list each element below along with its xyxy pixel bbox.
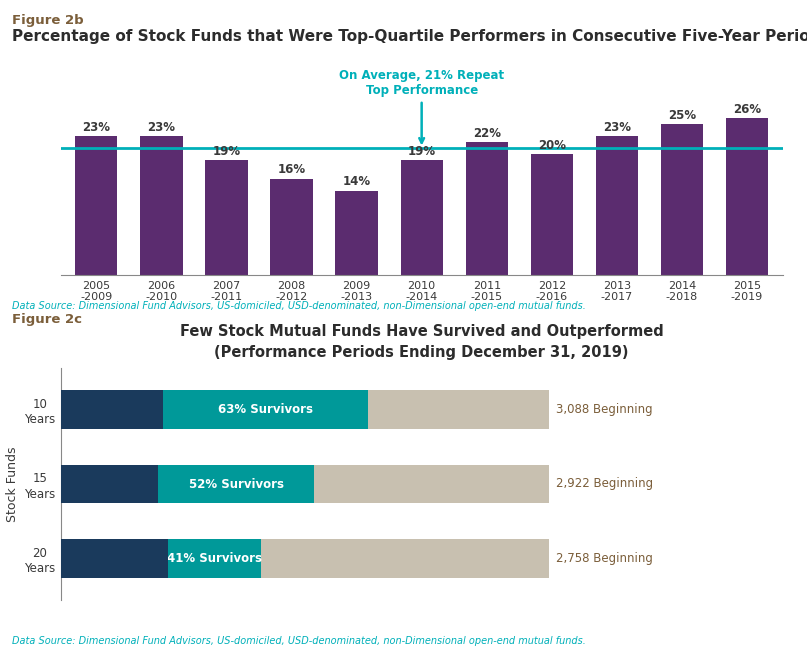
- Text: 2,922 Beginning: 2,922 Beginning: [556, 477, 653, 490]
- Bar: [596, 137, 638, 275]
- Text: Data Source: Dimensional Fund Advisors, US-domiciled, USD-denominated, non-Dimen: Data Source: Dimensional Fund Advisors, …: [12, 635, 586, 646]
- Bar: [140, 137, 182, 275]
- Text: 52% Survivors: 52% Survivors: [189, 477, 284, 490]
- Text: 20% Winners: 20% Winners: [66, 477, 153, 490]
- Text: 22% Winners: 22% Winners: [71, 553, 157, 565]
- Bar: [205, 160, 248, 275]
- Bar: [531, 155, 573, 275]
- Text: 23%: 23%: [603, 121, 631, 134]
- Bar: [61, 465, 158, 503]
- Text: 3,088 Beginning: 3,088 Beginning: [556, 402, 653, 415]
- Text: 20%: 20%: [537, 139, 566, 152]
- Text: 41% Survivors: 41% Survivors: [167, 553, 261, 565]
- Text: 14%: 14%: [342, 175, 370, 188]
- Text: 19%: 19%: [212, 145, 240, 158]
- Bar: [61, 389, 549, 428]
- Bar: [466, 142, 508, 275]
- Y-axis label: Stock Funds: Stock Funds: [6, 446, 19, 521]
- Bar: [61, 540, 261, 578]
- Text: 22%: 22%: [473, 127, 500, 140]
- Text: 2,758 Beginning: 2,758 Beginning: [556, 553, 653, 565]
- Text: Data Source: Dimensional Fund Advisors, US-domiciled, USD-denominated, non-Dimen: Data Source: Dimensional Fund Advisors, …: [12, 301, 586, 311]
- Bar: [661, 124, 703, 275]
- Bar: [61, 465, 314, 503]
- Text: Figure 2b: Figure 2b: [12, 14, 84, 27]
- Bar: [270, 179, 312, 275]
- Text: 23%: 23%: [82, 121, 111, 134]
- Bar: [336, 191, 378, 275]
- Bar: [61, 465, 549, 503]
- Bar: [61, 540, 549, 578]
- Text: 16%: 16%: [278, 163, 306, 176]
- Text: 21% Winners: 21% Winners: [69, 402, 155, 415]
- Text: Percentage of Stock Funds that Were Top-Quartile Performers in Consecutive Five-: Percentage of Stock Funds that Were Top-…: [12, 29, 807, 44]
- Bar: [61, 389, 368, 428]
- Text: 25%: 25%: [668, 109, 696, 122]
- Title: Few Stock Mutual Funds Have Survived and Outperformed
(Performance Periods Endin: Few Stock Mutual Funds Have Survived and…: [180, 324, 663, 360]
- Bar: [725, 118, 768, 275]
- Text: 26%: 26%: [733, 103, 761, 116]
- Text: On Average, 21% Repeat
Top Performance: On Average, 21% Repeat Top Performance: [339, 69, 504, 143]
- Text: Figure 2c: Figure 2c: [12, 313, 82, 326]
- Bar: [61, 389, 163, 428]
- Text: 19%: 19%: [408, 145, 436, 158]
- Text: 23%: 23%: [148, 121, 175, 134]
- Bar: [400, 160, 443, 275]
- Text: 63% Survivors: 63% Survivors: [218, 402, 313, 415]
- Bar: [75, 137, 118, 275]
- Bar: [61, 540, 168, 578]
